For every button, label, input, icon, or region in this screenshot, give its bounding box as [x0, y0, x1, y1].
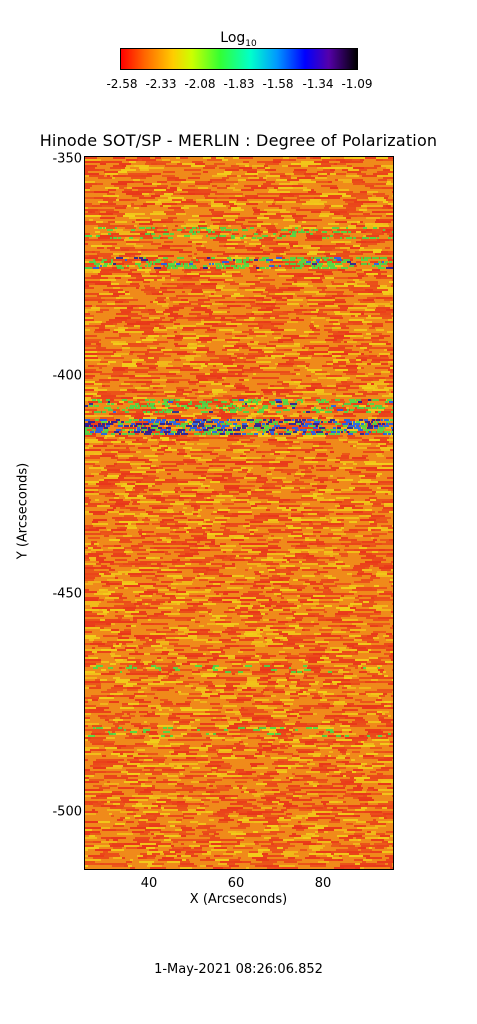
colorbar-title-main: Log — [220, 30, 246, 46]
x-axis-label: X (Arcseconds) — [189, 892, 288, 907]
y-axis-label: Y (Arcseconds) — [15, 462, 31, 560]
colorbar-title-subscript: 10 — [245, 38, 257, 49]
x-tick-label: 80 — [314, 876, 332, 891]
colorbar-tick-label: -1.09 — [341, 77, 373, 91]
colorbar-tick-label: -2.58 — [106, 77, 138, 91]
plot-title: Hinode SOT/SP - MERLIN : Degree of Polar… — [39, 131, 438, 150]
y-tick-label: -450 — [52, 586, 82, 602]
polarization-map — [84, 156, 394, 870]
x-tick-label: 60 — [227, 876, 245, 891]
polarization-map-image — [85, 157, 393, 869]
x-tick-label: 40 — [140, 876, 158, 891]
colorbar-tick-label: -2.33 — [145, 77, 177, 91]
y-tick-label: -350 — [52, 151, 82, 167]
colorbar-tick-label: -1.34 — [302, 77, 334, 91]
y-tick-label: -400 — [52, 368, 82, 384]
colorbar-tick-label: -1.83 — [223, 77, 255, 91]
timestamp: 1-May-2021 08:26:06.852 — [154, 962, 323, 977]
colorbar — [120, 48, 358, 70]
colorbar-tick-label: -2.08 — [184, 77, 216, 91]
y-tick-label: -500 — [52, 804, 82, 820]
colorbar-title: Log10 — [0, 30, 477, 49]
colorbar-tick-label: -1.58 — [262, 77, 294, 91]
